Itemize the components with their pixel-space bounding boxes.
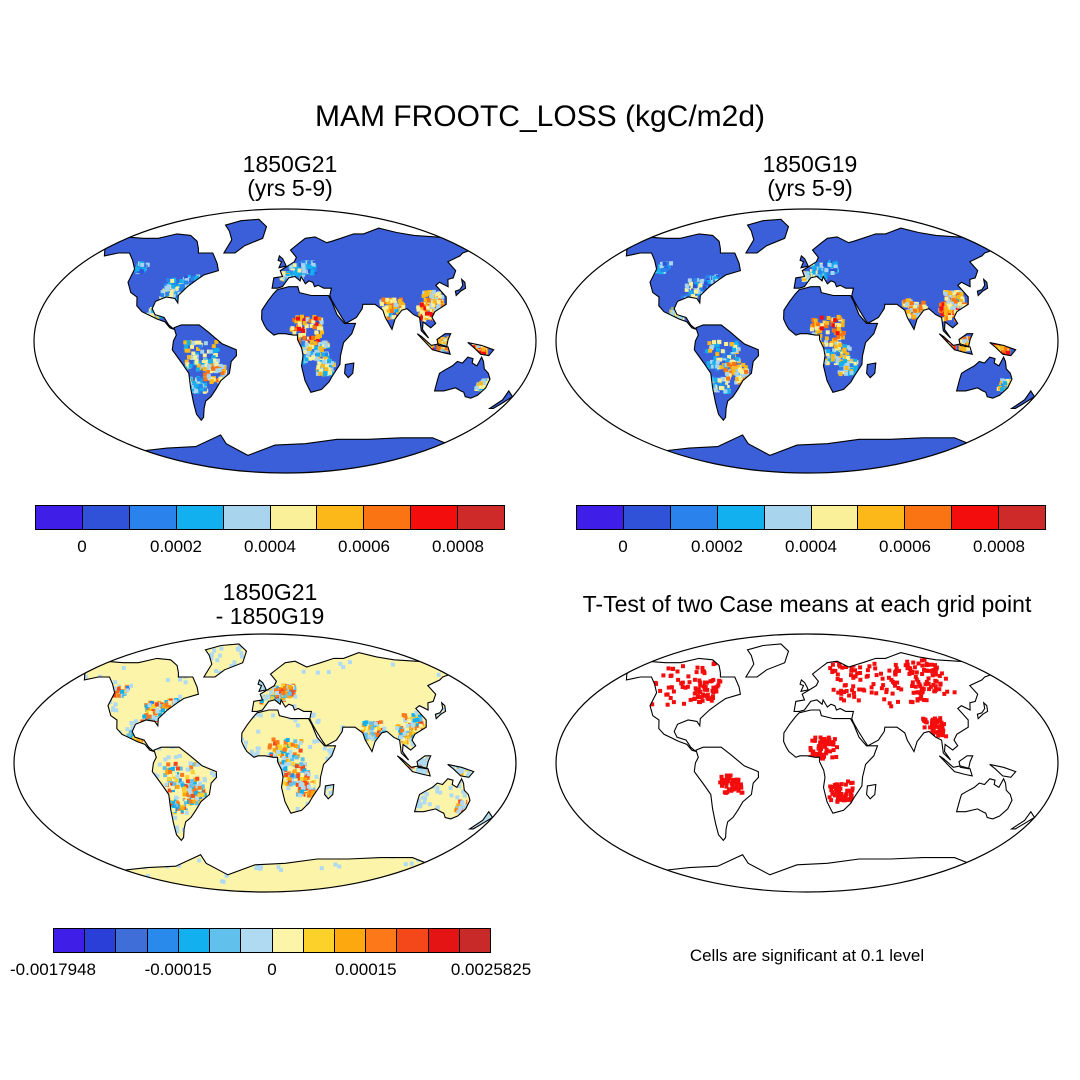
grid-cell: [195, 361, 199, 365]
grid-cell: [212, 344, 216, 348]
grid-cell: [171, 285, 175, 289]
grid-cell: [209, 359, 213, 363]
grid-cell: [165, 292, 169, 296]
panel-title-line1: 1850G21: [145, 152, 435, 176]
grid-cell: [207, 365, 211, 369]
grid-cell: [200, 350, 204, 354]
grid-cell: [185, 349, 189, 353]
grid-cell: [179, 279, 183, 283]
figure-title: MAM FROOTC_LOSS (kgC/m2d): [0, 100, 1080, 134]
grid-cell: [203, 377, 207, 381]
grid-cell: [198, 345, 202, 349]
grid-cell: [211, 367, 215, 371]
grid-cell: [203, 367, 207, 371]
grid-cell: [160, 293, 164, 297]
grid-cell: [184, 281, 188, 285]
grid-cell: [195, 341, 199, 345]
grid-cell: [189, 364, 193, 368]
grid-cell: [301, 263, 305, 267]
grid-cell: [298, 269, 302, 273]
grid-cell: [204, 341, 208, 345]
grid-cell: [207, 374, 211, 378]
grid-cell: [197, 377, 201, 381]
grid-cell: [203, 353, 207, 357]
grid-cell: [191, 352, 195, 356]
grid-cell: [190, 277, 194, 281]
grid-cell: [302, 269, 306, 273]
map-1850G21: [30, 205, 540, 477]
grid-cell: [196, 368, 200, 372]
grid-cell: [187, 340, 191, 344]
grid-cell: [215, 362, 219, 366]
panel-title-top-left: 1850G21 (yrs 5-9): [145, 152, 435, 200]
grid-cell: [170, 279, 174, 283]
grid-cell: [140, 269, 144, 273]
grid-cell: [310, 271, 314, 275]
grid-cell: [199, 384, 203, 388]
panel-title-line2: (yrs 5-9): [145, 176, 435, 200]
grid-cell: [214, 349, 218, 353]
grid-cell: [165, 286, 169, 290]
grid-cell: [194, 384, 198, 388]
grid-cell: [307, 261, 311, 265]
grid-cell: [190, 345, 194, 349]
grid-cell: [194, 389, 198, 393]
grid-cell: [140, 263, 144, 267]
grid-cell: [166, 278, 170, 282]
grid-cell: [187, 355, 191, 359]
grid-cell: [210, 379, 214, 383]
grid-cell: [209, 350, 213, 354]
grid-cell: [296, 272, 300, 276]
grid-cell: [215, 368, 219, 372]
grid-cell: [203, 387, 207, 391]
